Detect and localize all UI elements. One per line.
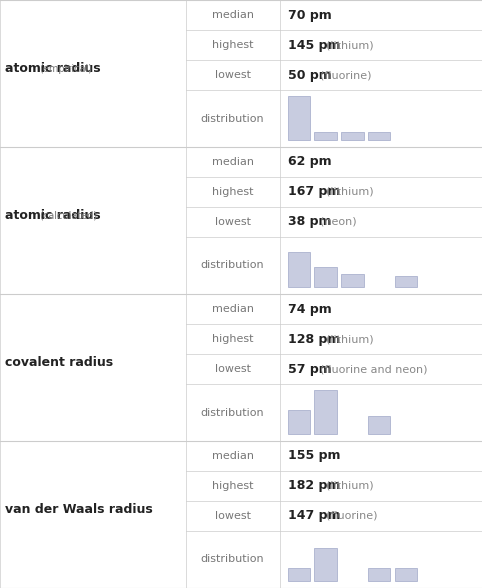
Bar bbox=[341, 274, 363, 287]
Text: 38 pm: 38 pm bbox=[288, 215, 331, 229]
Text: (fluorine and neon): (fluorine and neon) bbox=[320, 364, 428, 374]
Text: lowest: lowest bbox=[214, 364, 251, 374]
Text: median: median bbox=[212, 157, 254, 167]
Text: median: median bbox=[212, 304, 254, 314]
Text: atomic radius: atomic radius bbox=[5, 209, 100, 222]
Bar bbox=[314, 390, 337, 434]
Bar bbox=[368, 416, 390, 434]
Text: 145 pm: 145 pm bbox=[288, 38, 340, 52]
Text: median: median bbox=[212, 451, 254, 461]
Text: 50 pm: 50 pm bbox=[288, 68, 331, 82]
Text: lowest: lowest bbox=[214, 217, 251, 227]
Text: van der Waals radius: van der Waals radius bbox=[5, 503, 153, 516]
Text: lowest: lowest bbox=[214, 511, 251, 521]
Text: atomic radius: atomic radius bbox=[5, 62, 100, 75]
Text: highest: highest bbox=[212, 481, 254, 491]
Text: covalent radius: covalent radius bbox=[5, 356, 113, 369]
Text: distribution: distribution bbox=[201, 554, 265, 564]
Text: highest: highest bbox=[212, 40, 254, 50]
Text: highest: highest bbox=[212, 187, 254, 197]
Text: distribution: distribution bbox=[201, 260, 265, 270]
Bar bbox=[314, 267, 337, 287]
Text: 57 pm: 57 pm bbox=[288, 362, 331, 376]
Text: median: median bbox=[212, 10, 254, 20]
Bar bbox=[288, 568, 310, 581]
Text: (fluorine): (fluorine) bbox=[325, 511, 377, 521]
Text: (lithium): (lithium) bbox=[325, 187, 373, 197]
Text: (neon): (neon) bbox=[320, 217, 357, 227]
Text: (lithium): (lithium) bbox=[325, 40, 373, 50]
Text: 128 pm: 128 pm bbox=[288, 332, 340, 346]
Text: highest: highest bbox=[212, 334, 254, 344]
Text: lowest: lowest bbox=[214, 70, 251, 80]
Text: (calculated): (calculated) bbox=[39, 211, 97, 220]
Bar bbox=[395, 568, 417, 581]
Bar bbox=[314, 132, 337, 140]
Bar bbox=[314, 548, 337, 581]
Bar bbox=[288, 252, 310, 287]
Text: 70 pm: 70 pm bbox=[288, 8, 331, 22]
Bar bbox=[341, 132, 363, 140]
Bar bbox=[368, 132, 390, 140]
Text: distribution: distribution bbox=[201, 407, 265, 417]
Text: 167 pm: 167 pm bbox=[288, 185, 340, 199]
Text: 74 pm: 74 pm bbox=[288, 302, 331, 316]
Text: (empirical): (empirical) bbox=[39, 64, 92, 74]
Text: 62 pm: 62 pm bbox=[288, 155, 331, 169]
Text: (fluorine): (fluorine) bbox=[320, 70, 372, 80]
Bar bbox=[288, 410, 310, 434]
Text: 147 pm: 147 pm bbox=[288, 509, 340, 523]
Text: (lithium): (lithium) bbox=[325, 334, 373, 344]
Text: 155 pm: 155 pm bbox=[288, 449, 340, 463]
Text: distribution: distribution bbox=[201, 113, 265, 123]
Bar bbox=[288, 96, 310, 140]
Text: (lithium): (lithium) bbox=[325, 481, 373, 491]
Bar bbox=[395, 276, 417, 287]
Text: 182 pm: 182 pm bbox=[288, 479, 340, 493]
Bar bbox=[368, 568, 390, 581]
